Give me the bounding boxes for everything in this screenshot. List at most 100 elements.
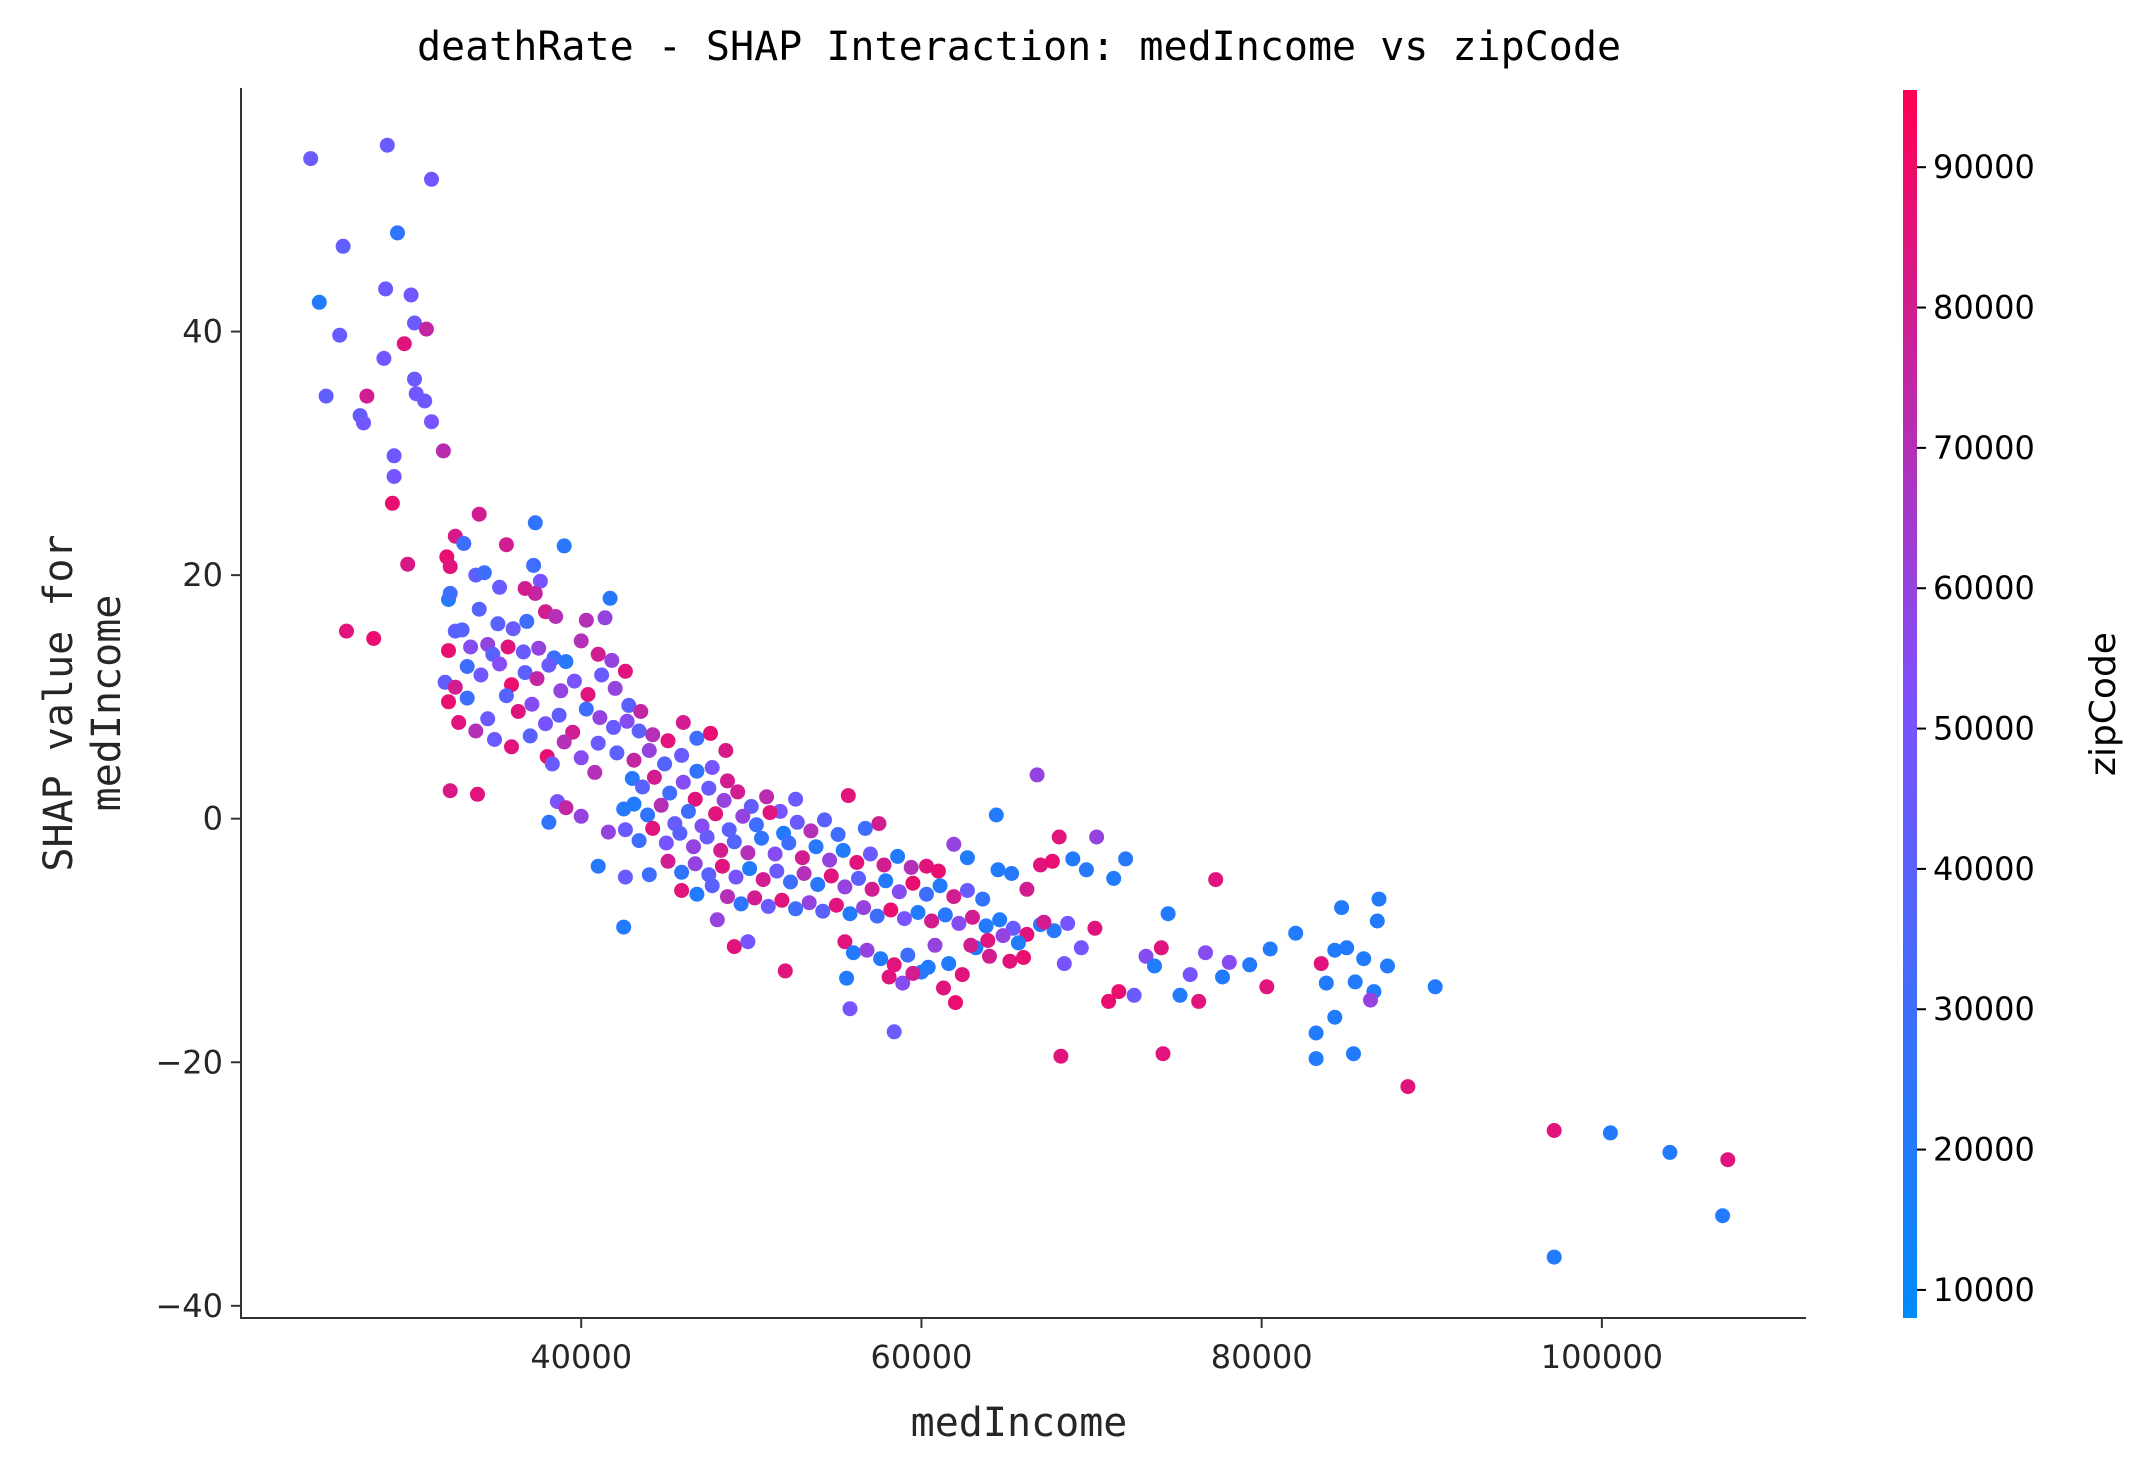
data-point xyxy=(883,902,899,918)
data-point xyxy=(400,556,416,572)
data-point xyxy=(424,414,439,430)
data-point xyxy=(849,855,865,870)
data-point xyxy=(1155,1046,1171,1062)
data-point xyxy=(995,928,1011,944)
data-point xyxy=(626,752,642,768)
data-point xyxy=(645,820,661,836)
data-point xyxy=(689,730,705,746)
data-point xyxy=(760,898,776,914)
data-point xyxy=(941,956,957,972)
data-point xyxy=(619,713,635,729)
data-point xyxy=(675,774,691,790)
data-point xyxy=(1147,958,1162,974)
data-point xyxy=(558,800,574,816)
data-point xyxy=(1073,940,1089,956)
colorbar-tick-label: 70000 xyxy=(1933,429,2035,467)
colorbar-tick-label: 30000 xyxy=(1933,990,2035,1028)
data-point xyxy=(803,823,819,839)
data-point xyxy=(686,839,701,855)
data-point xyxy=(418,321,434,337)
data-point xyxy=(658,835,674,851)
data-point xyxy=(565,724,581,740)
data-point xyxy=(604,652,620,668)
data-point xyxy=(551,707,567,723)
data-point xyxy=(828,897,844,913)
data-point xyxy=(1002,953,1018,969)
data-point xyxy=(442,585,458,601)
data-point xyxy=(1242,957,1258,973)
data-point xyxy=(1126,987,1142,1003)
data-point xyxy=(842,1001,858,1017)
data-point xyxy=(713,842,729,858)
data-point xyxy=(835,842,851,858)
data-point xyxy=(662,785,678,801)
data-point xyxy=(454,622,470,638)
data-point xyxy=(1036,914,1052,930)
data-point xyxy=(556,538,572,554)
data-point xyxy=(740,845,756,861)
data-point xyxy=(919,858,934,874)
data-point xyxy=(1262,941,1278,957)
data-point xyxy=(718,743,734,758)
data-point xyxy=(769,863,785,879)
data-point xyxy=(641,867,657,883)
data-point xyxy=(878,873,894,889)
data-point xyxy=(442,783,458,799)
data-point xyxy=(762,805,778,821)
data-point xyxy=(592,710,608,726)
data-point xyxy=(573,750,589,766)
data-point xyxy=(759,789,775,805)
data-point xyxy=(424,171,439,187)
y-tick-label: 20 xyxy=(182,556,223,594)
data-point xyxy=(837,934,853,950)
data-point xyxy=(556,734,572,750)
data-point xyxy=(1118,851,1134,867)
data-point xyxy=(704,760,720,775)
data-point xyxy=(635,779,650,795)
colorbar-tick-label: 40000 xyxy=(1933,850,2035,888)
data-point xyxy=(1053,1048,1069,1064)
data-point xyxy=(837,879,853,895)
data-point xyxy=(471,506,487,522)
data-point xyxy=(755,872,771,888)
data-point xyxy=(1078,862,1094,878)
data-point xyxy=(845,945,861,961)
data-point xyxy=(609,745,625,761)
colorbar-label: zipCode xyxy=(2083,632,2124,776)
data-point xyxy=(891,884,907,900)
colorbar-tick-label: 90000 xyxy=(1933,148,2035,186)
data-point xyxy=(490,616,506,632)
data-point xyxy=(359,388,375,404)
data-point xyxy=(704,878,720,894)
data-point xyxy=(660,733,676,749)
data-point xyxy=(597,610,613,626)
data-point xyxy=(876,857,892,873)
data-point xyxy=(796,866,812,881)
data-point xyxy=(1715,1208,1731,1224)
data-point xyxy=(726,834,742,850)
data-point xyxy=(1172,987,1188,1003)
data-point xyxy=(817,812,832,828)
data-point xyxy=(728,869,744,885)
data-point xyxy=(1101,993,1117,1009)
data-point xyxy=(1602,1125,1618,1141)
data-point xyxy=(580,687,596,702)
data-point xyxy=(886,1024,902,1040)
data-point xyxy=(468,723,484,739)
chart-title: deathRate - SHAP Interaction: medIncome … xyxy=(417,24,1621,70)
data-point xyxy=(624,771,640,786)
data-point xyxy=(442,559,458,575)
x-axis-label: medIncome xyxy=(911,1400,1128,1446)
data-point xyxy=(1019,881,1035,897)
data-point xyxy=(1546,1123,1562,1138)
data-point xyxy=(602,590,618,606)
data-point xyxy=(476,565,492,581)
data-point xyxy=(839,970,855,986)
data-point xyxy=(687,856,703,872)
data-point xyxy=(311,294,327,310)
data-point xyxy=(522,728,538,744)
data-point xyxy=(631,833,647,849)
data-point xyxy=(851,870,866,886)
data-point xyxy=(1016,950,1031,965)
data-point xyxy=(390,225,405,241)
